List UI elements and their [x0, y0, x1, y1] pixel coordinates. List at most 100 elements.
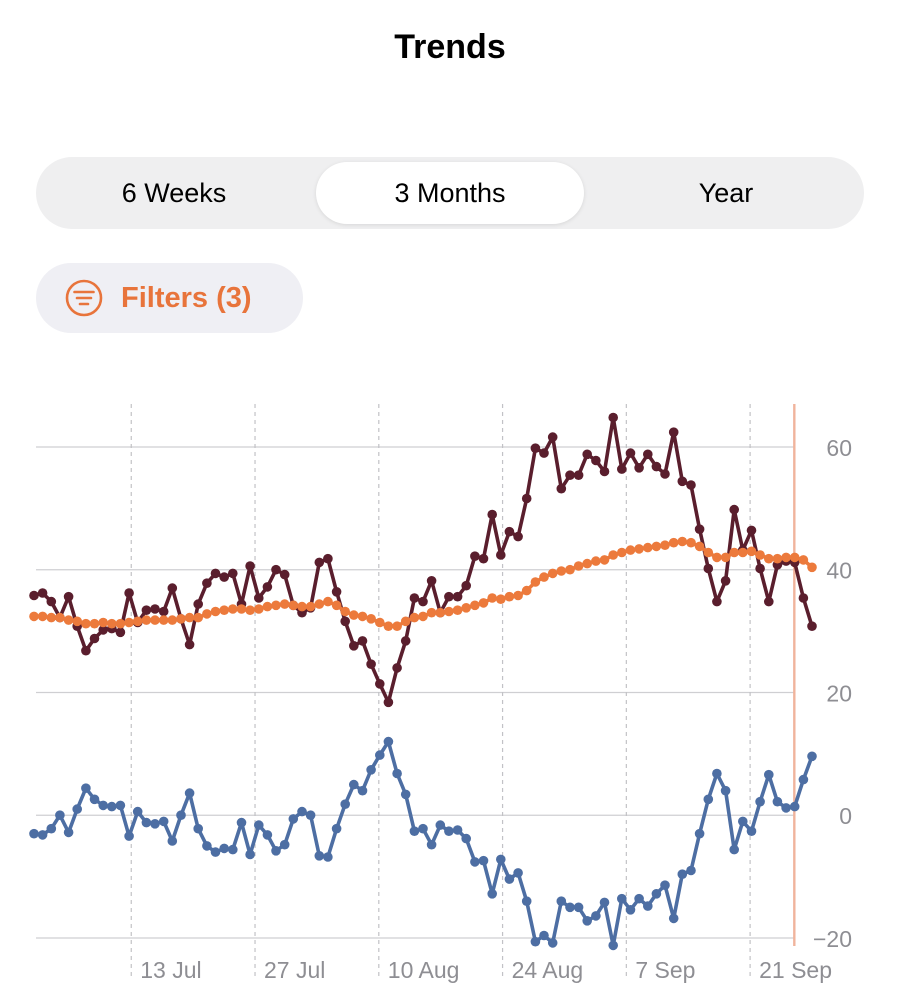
data-point: [228, 568, 238, 579]
data-point: [288, 600, 299, 611]
data-point: [746, 826, 757, 836]
data-point: [418, 611, 428, 622]
tab-year[interactable]: Year: [698, 177, 754, 208]
data-point: [694, 541, 705, 552]
data-point: [400, 636, 411, 646]
data-point: [513, 590, 523, 601]
data-point: [115, 800, 126, 811]
data-point: [556, 566, 567, 576]
x-tick-label: 21 Sep: [759, 957, 832, 983]
data-point: [617, 547, 627, 558]
data-point: [46, 612, 57, 623]
data-point: [409, 593, 420, 603]
data-point: [349, 610, 359, 620]
data-point: [245, 849, 255, 860]
data-point: [305, 810, 316, 820]
data-point: [444, 591, 454, 602]
data-point: [703, 563, 714, 574]
data-point: [807, 621, 817, 631]
data-point: [37, 830, 48, 840]
data-point: [314, 851, 325, 861]
data-point: [565, 902, 575, 913]
data-point: [470, 551, 480, 561]
data-point: [798, 774, 809, 785]
data-point: [798, 555, 809, 565]
data-point: [487, 509, 498, 520]
data-point: [288, 814, 299, 824]
data-point: [297, 806, 307, 817]
data-point: [262, 601, 273, 612]
filter-lines-icon: [65, 279, 103, 317]
data-point: [461, 580, 472, 591]
data-point: [418, 596, 428, 607]
data-point: [349, 641, 359, 651]
data-point: [184, 788, 195, 798]
data-point: [729, 504, 739, 515]
data-point: [253, 593, 264, 603]
series-1: [29, 536, 817, 631]
data-point: [556, 896, 567, 906]
data-point: [573, 902, 584, 913]
data-point: [755, 550, 765, 560]
data-point: [400, 789, 411, 800]
data-point: [271, 600, 281, 611]
data-point: [694, 828, 705, 839]
data-point: [651, 461, 662, 472]
data-point: [245, 605, 255, 615]
data-point: [141, 605, 152, 615]
data-point: [504, 526, 515, 537]
data-point: [46, 823, 57, 834]
data-point: [340, 799, 351, 809]
data-point: [591, 911, 601, 921]
data-point: [668, 537, 679, 548]
data-point: [150, 604, 160, 614]
data-point: [279, 569, 290, 580]
data-point: [634, 463, 644, 473]
data-point: [375, 617, 385, 628]
tab-6-weeks[interactable]: 6 Weeks: [121, 177, 227, 208]
data-point: [789, 801, 800, 812]
data-point: [539, 930, 549, 941]
data-point: [781, 552, 791, 563]
series-2: [29, 736, 817, 951]
tab-3-months[interactable]: 3 Months: [316, 162, 584, 224]
data-point: [150, 615, 160, 625]
data-point: [573, 561, 584, 571]
series-line: [32, 739, 814, 948]
data-point: [29, 590, 39, 601]
data-point: [677, 869, 688, 879]
data-point: [357, 636, 368, 646]
y-tick-labels: −20 0 20 40 60: [813, 435, 852, 952]
data-point: [643, 449, 653, 460]
filters-button[interactable]: Filters (3): [36, 263, 303, 333]
data-point: [236, 817, 247, 828]
data-point: [98, 800, 108, 811]
data-point: [366, 765, 376, 775]
data-point: [521, 896, 532, 906]
x-tick-label: 7 Sep: [635, 957, 695, 983]
data-point: [617, 464, 627, 474]
data-point: [738, 816, 748, 827]
data-point: [686, 480, 696, 490]
trends-chart: −20 0 20 40 60 13 Jul 27 Jul 10 Aug 24 Aug 7 Sep…: [29, 404, 852, 983]
data-point: [426, 839, 437, 850]
data-point: [513, 868, 523, 878]
data-point: [634, 893, 644, 904]
data-point: [158, 615, 169, 625]
data-point: [167, 583, 178, 593]
data-point: [565, 564, 575, 575]
data-point: [124, 588, 134, 598]
data-point: [392, 663, 402, 673]
data-point: [46, 596, 57, 607]
data-point: [556, 483, 567, 494]
data-point: [167, 836, 178, 846]
data-point: [496, 854, 506, 865]
x-tick-label: 13 Jul: [140, 957, 201, 983]
data-point: [496, 550, 506, 560]
data-point: [668, 427, 679, 437]
data-point: [245, 561, 255, 571]
data-point: [729, 844, 739, 855]
data-point: [271, 564, 281, 575]
data-point: [755, 796, 765, 807]
data-point: [81, 783, 91, 793]
